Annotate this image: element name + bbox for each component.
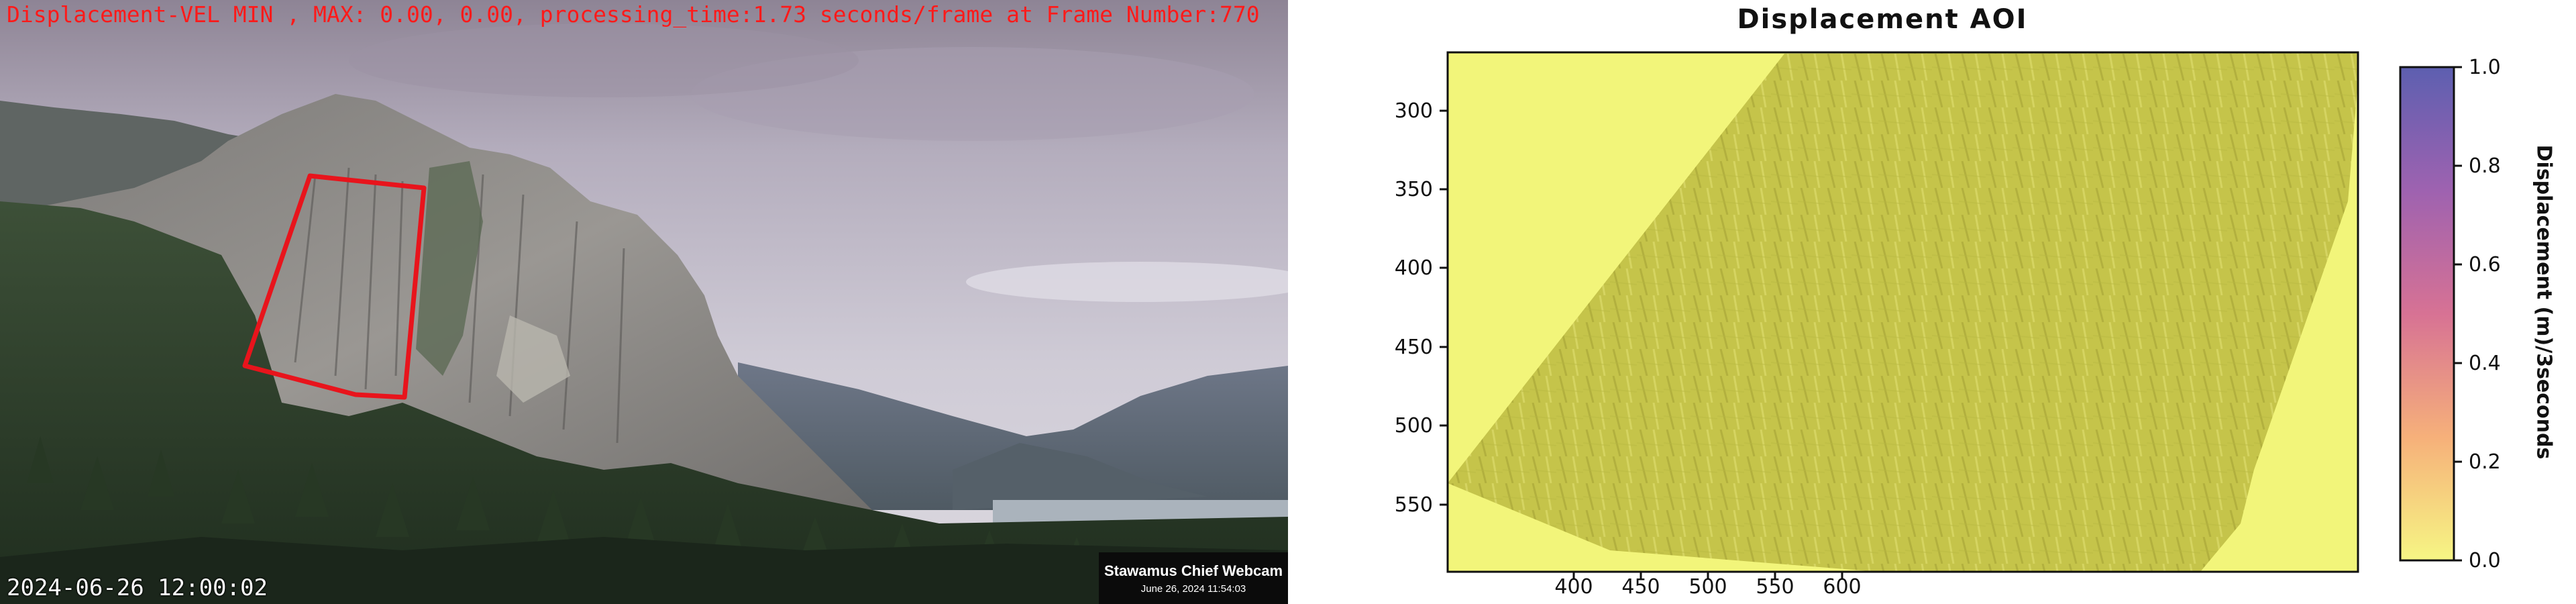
webcam-badge: Stawamus Chief Webcam June 26, 2024 11:5… [1099,552,1288,604]
plot-title: Displacement AOI [1288,4,2576,35]
roi-polygon[interactable] [242,173,427,400]
webcam-badge-title: Stawamus Chief Webcam [1104,562,1283,579]
webcam-view: Displacement-VEL MIN , MAX: 0.00, 0.00, … [0,0,1288,604]
colorbar-label-text: Displacement (m)/3seconds [2532,144,2556,460]
processing-overlay-text: Displacement-VEL MIN , MAX: 0.00, 0.00, … [7,1,1260,28]
webcam-badge-date: June 26, 2024 11:54:03 [1140,583,1246,595]
frame-timestamp: 2024-06-26 12:00:02 [7,574,268,601]
mountain-scene-image [0,0,1288,604]
plot-title-text: Displacement AOI [1737,4,2028,35]
displacement-plot-panel: Displacement AOI [1288,0,2576,604]
